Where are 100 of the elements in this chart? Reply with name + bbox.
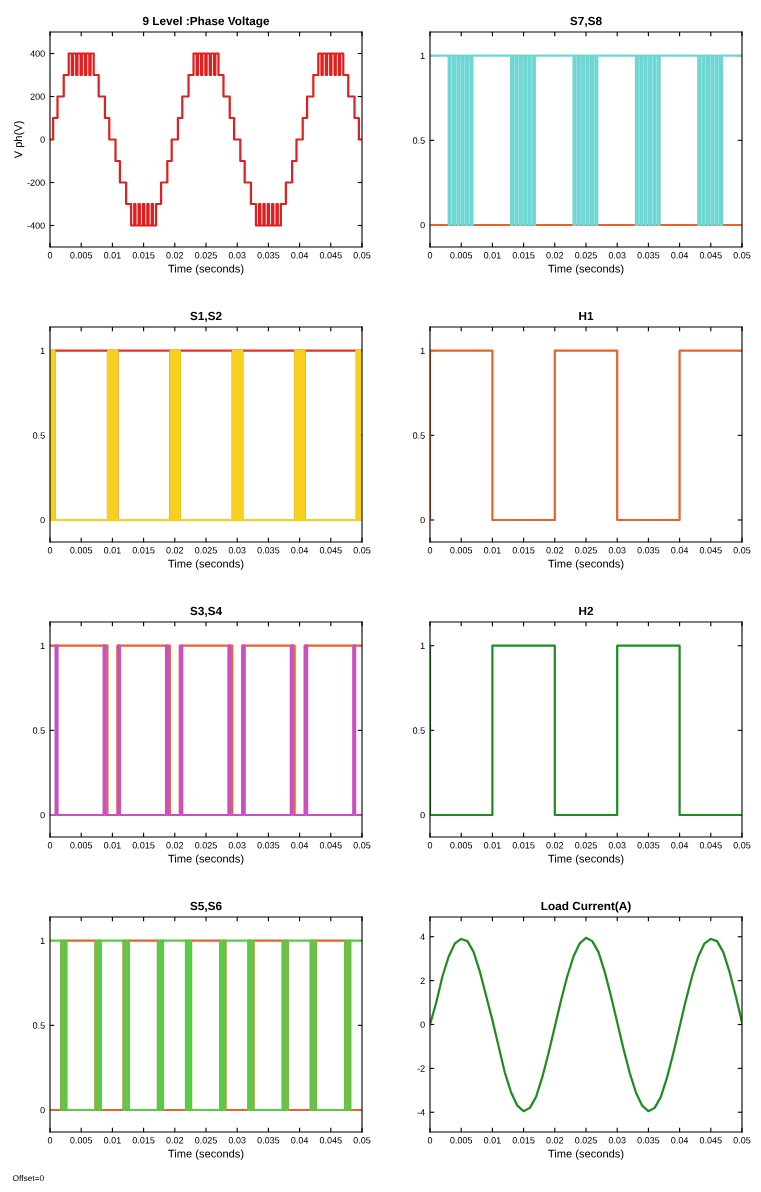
- x-tick-label: 0.02: [546, 842, 564, 849]
- y-tick-label: 0.5: [32, 727, 45, 734]
- x-tick-label: 0.025: [575, 252, 597, 259]
- x-tick-label: 0.04: [671, 547, 689, 554]
- chart-title: 9 Level :Phase Voltage: [142, 16, 270, 28]
- x-tick-label: 0.01: [483, 842, 501, 849]
- chart-title: H2: [579, 606, 594, 616]
- x-axis-title: Time (seconds): [548, 264, 624, 275]
- x-tick-label: 0.05: [733, 252, 751, 259]
- y-tick-label: 1: [420, 347, 425, 354]
- x-tick-label: 0.015: [132, 252, 155, 259]
- x-tick-label: 0.03: [228, 842, 246, 849]
- x-tick-label: 0.045: [319, 252, 342, 259]
- chart-title: H1: [579, 311, 594, 321]
- x-axis-title: Time (seconds): [168, 1149, 244, 1160]
- x-tick-label: 0.05: [353, 547, 371, 554]
- x-axis-title: Time (seconds): [168, 264, 244, 275]
- x-tick-label: 0.045: [699, 252, 722, 259]
- x-tick-label: 0: [427, 547, 433, 554]
- x-tick-label: 0.01: [103, 547, 121, 554]
- x-tick-label: 0.015: [512, 842, 535, 849]
- x-tick-label: 0.04: [291, 252, 309, 259]
- x-tick-label: 0.01: [103, 1137, 121, 1144]
- y-tick-label: 1: [40, 642, 45, 649]
- y-axis-title: V ph(V): [13, 121, 25, 159]
- x-tick-label: 0.015: [512, 1137, 535, 1144]
- x-axis-title: Time (seconds): [168, 854, 244, 865]
- x-tick-label: 0: [427, 1137, 433, 1144]
- x-tick-label: 0.04: [291, 1137, 309, 1144]
- x-tick-label: 0.035: [257, 252, 280, 259]
- x-tick-label: 0.035: [637, 252, 660, 259]
- x-tick-label: 0.045: [319, 547, 342, 554]
- x-tick-label: 0.03: [228, 1137, 246, 1144]
- x-tick-label: 0.015: [132, 1137, 155, 1144]
- x-tick-label: 0.04: [291, 842, 309, 849]
- y-tick-label: 2: [420, 977, 425, 984]
- y-tick-label: 0: [420, 811, 425, 819]
- x-tick-label: 0: [47, 1137, 53, 1144]
- x-axis-title: Time (seconds): [548, 559, 624, 570]
- y-tick-label: 200: [30, 93, 45, 100]
- x-tick-label: 0.05: [353, 842, 371, 849]
- x-tick-label: 0.005: [70, 547, 93, 554]
- x-tick-label: 0: [47, 547, 53, 554]
- x-tick-label: 0.03: [608, 547, 626, 554]
- line-series: [430, 936, 742, 1113]
- x-tick-label: 0.02: [166, 547, 184, 554]
- x-tick-label: 0.01: [103, 252, 121, 259]
- x-tick-label: 0.005: [70, 1137, 93, 1144]
- x-tick-label: 0.04: [291, 547, 309, 554]
- y-tick-label: 0: [420, 1021, 425, 1028]
- y-tick-label: 1: [40, 937, 45, 944]
- x-tick-label: 0.05: [353, 252, 371, 259]
- y-tick-label: -2: [417, 1065, 425, 1072]
- y-tick-label: 1: [420, 642, 425, 649]
- x-tick-label: 0.035: [637, 547, 660, 554]
- x-tick-label: 0.005: [450, 1137, 473, 1144]
- x-tick-label: 0.035: [257, 547, 280, 554]
- x-tick-label: 0.02: [546, 1137, 564, 1144]
- x-axis-title: Time (seconds): [548, 1149, 624, 1160]
- x-tick-label: 0.05: [353, 1137, 371, 1144]
- x-tick-label: 0.025: [575, 547, 597, 554]
- x-tick-label: 0.045: [319, 842, 342, 849]
- x-tick-label: 0: [427, 842, 433, 849]
- x-tick-label: 0.025: [195, 1137, 217, 1144]
- y-tick-label: 1: [420, 52, 425, 59]
- x-tick-label: 0.05: [733, 842, 751, 849]
- x-axis-title: Time (seconds): [168, 559, 244, 570]
- x-tick-label: 0.005: [70, 252, 93, 259]
- x-tick-label: 0.035: [637, 842, 660, 849]
- y-tick-label: 0.5: [412, 137, 425, 144]
- x-tick-label: 0.03: [608, 1137, 626, 1144]
- y-tick-label: 0: [40, 516, 45, 524]
- x-axis-title: Time (seconds): [548, 854, 624, 865]
- y-tick-label: -400: [27, 222, 45, 229]
- x-tick-label: 0.025: [195, 547, 217, 554]
- y-tick-label: 0: [40, 1106, 45, 1114]
- x-tick-label: 0.04: [671, 842, 689, 849]
- x-tick-label: 0: [47, 842, 53, 849]
- x-tick-label: 0: [427, 252, 433, 259]
- x-tick-label: 0.035: [257, 842, 280, 849]
- x-tick-label: 0.045: [699, 842, 722, 849]
- x-tick-label: 0: [47, 252, 53, 259]
- x-tick-label: 0.04: [671, 252, 689, 259]
- chart-title: S1,S2: [190, 311, 222, 322]
- y-tick-label: 0: [40, 136, 45, 143]
- x-tick-label: 0.015: [132, 842, 155, 849]
- chart-title: S5,S6: [190, 901, 222, 912]
- x-tick-label: 0.045: [319, 1137, 342, 1144]
- x-tick-label: 0.02: [166, 1137, 184, 1144]
- y-tick-label: -200: [27, 179, 45, 186]
- x-tick-label: 0.015: [512, 252, 535, 259]
- x-tick-label: 0.015: [512, 547, 535, 554]
- x-tick-label: 0.035: [637, 1137, 660, 1144]
- y-tick-label: 0.5: [32, 1022, 45, 1029]
- x-tick-label: 0.045: [699, 547, 722, 554]
- y-tick-label: 0: [40, 811, 45, 819]
- x-tick-label: 0.04: [671, 1137, 689, 1144]
- x-tick-label: 0.045: [699, 1137, 722, 1144]
- y-tick-label: 0.5: [412, 432, 425, 439]
- y-tick-label: 0: [420, 516, 425, 524]
